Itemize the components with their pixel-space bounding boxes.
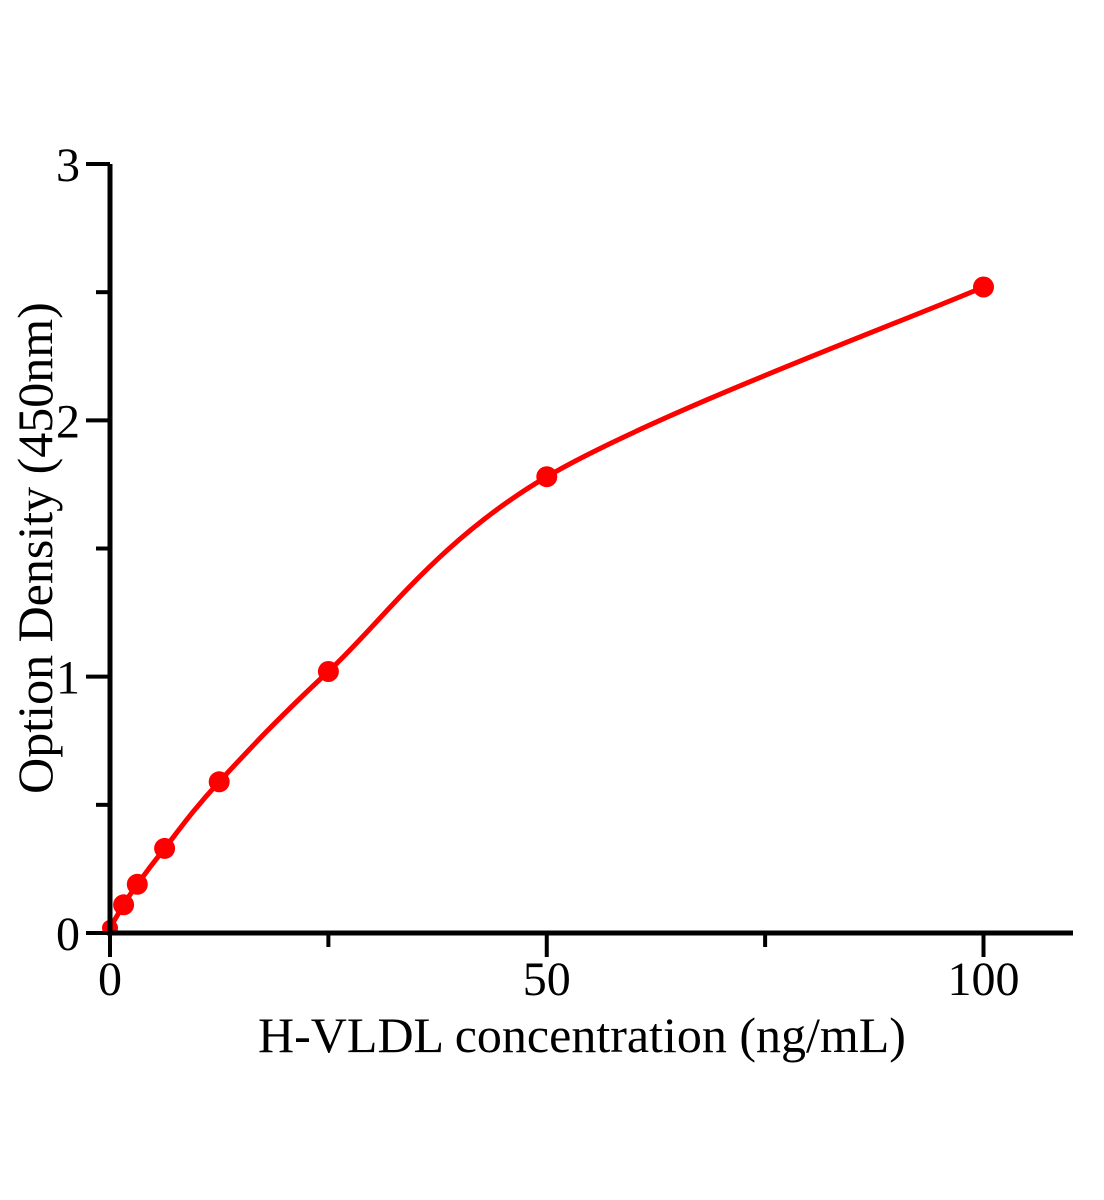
data-point-marker bbox=[113, 894, 135, 916]
x-axis-title: H-VLDL concentration (ng/mL) bbox=[258, 1007, 906, 1063]
data-point-marker bbox=[154, 837, 176, 859]
y-tick-label: 3 bbox=[56, 139, 80, 192]
x-tick-label: 100 bbox=[948, 953, 1020, 1006]
y-tick-label: 1 bbox=[56, 652, 80, 705]
y-tick-label: 0 bbox=[56, 908, 80, 961]
data-point-marker bbox=[536, 466, 558, 488]
y-tick-label: 2 bbox=[56, 395, 80, 448]
axes-layer bbox=[86, 162, 1073, 957]
curve-layer bbox=[102, 276, 994, 936]
data-point-marker bbox=[317, 661, 339, 682]
data-point-marker bbox=[973, 276, 994, 298]
x-tick-label: 50 bbox=[523, 953, 571, 1006]
y-axis-title: Option Density (450nm) bbox=[7, 302, 63, 794]
standard-curve-line bbox=[107, 284, 986, 931]
labels-layer: H-VLDL concentration (ng/mL) Option Dens… bbox=[7, 139, 1020, 1063]
data-point-marker bbox=[208, 771, 230, 793]
x-tick-label: 0 bbox=[98, 953, 122, 1006]
data-point-marker bbox=[126, 873, 148, 895]
